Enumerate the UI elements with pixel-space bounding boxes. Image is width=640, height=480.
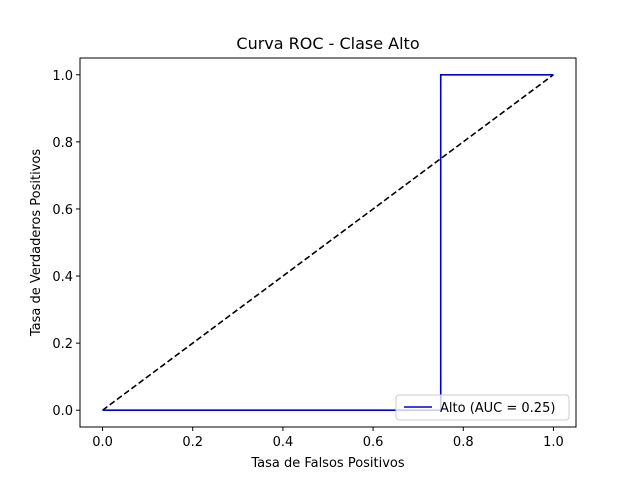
- roc-curve-alto: [102, 73, 554, 412]
- x-axis-label: Tasa de Falsos Positivos: [250, 456, 405, 471]
- x-axis-ticks: 0.0 0.2 0.4 0.6 0.8 1.0: [92, 427, 564, 450]
- y-axis-ticks: 0.0 0.2 0.4 0.6 0.8 1.0: [52, 69, 80, 419]
- diagonal-reference-line: [102, 74, 554, 411]
- y-tick-label: 0.6: [52, 203, 73, 218]
- y-tick-label: 1.0: [52, 69, 73, 84]
- legend-label-alto: Alto (AUC = 0.25): [440, 401, 555, 416]
- x-tick-label: 0.2: [182, 435, 203, 450]
- y-tick-label: 0.0: [52, 404, 73, 419]
- y-tick-label: 0.2: [52, 337, 73, 352]
- series-layer: [102, 73, 554, 412]
- legend: Alto (AUC = 0.25): [395, 394, 570, 421]
- y-axis-label: Tasa de Verdaderos Positivos: [29, 149, 44, 337]
- x-tick-label: 0.8: [453, 435, 474, 450]
- x-tick-label: 1.0: [543, 435, 564, 450]
- legend-box: [395, 394, 570, 421]
- axes-frame: [79, 57, 577, 428]
- x-tick-label: 0.6: [363, 435, 384, 450]
- chart-title: Curva ROC - Clase Alto: [236, 34, 419, 53]
- y-tick-label: 0.8: [52, 136, 73, 151]
- y-tick-label: 0.4: [52, 270, 73, 285]
- x-tick-label: 0.4: [273, 435, 294, 450]
- x-tick-label: 0.0: [92, 435, 113, 450]
